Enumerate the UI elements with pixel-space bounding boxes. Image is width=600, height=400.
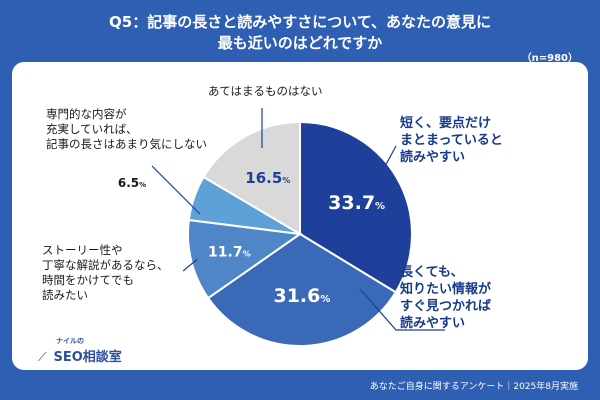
label-slice-1-line-3: 読みやすい <box>400 150 466 165</box>
label-slice-1: 短く、要点だけ まとまっていると 読みやすい <box>400 115 503 166</box>
label-slice-2-line-4: 読みやすい <box>400 316 466 331</box>
label-slice-3-line-3: 時間をかけてでも <box>42 273 134 287</box>
label-slice-2-line-2: 知りたい情報が <box>400 282 492 297</box>
label-slice-4: 専門的な内容が 充実していれば、 記事の長さはあまり気にしない <box>46 107 207 152</box>
pie-slice-3 <box>187 218 303 300</box>
pie-slice-5 <box>202 120 301 236</box>
title-line-2: 最も近いのはどれですか <box>217 34 383 52</box>
value-label-slice-5: 16.5% <box>245 169 290 187</box>
label-slice-4-line-1: 専門的な内容が <box>46 107 127 121</box>
sample-size: （n=980） <box>521 53 578 64</box>
leader-line-slice-2 <box>359 288 445 331</box>
leader-line-slice-1 <box>369 145 397 195</box>
label-slice-3-line-1: ストーリー性や <box>42 243 123 257</box>
label-slice-1-line-1: 短く、要点だけ <box>400 116 492 131</box>
label-slice-5: あてはまるものはない <box>208 84 323 99</box>
logo-small-text: ナイルの <box>56 337 84 345</box>
chart-title: Q5：記事の長さと読みやすさについて、あなたの意見に 最も近いのはどれですか <box>0 12 600 54</box>
label-slice-3-line-4: 読みたい <box>42 288 88 302</box>
label-slice-1-line-2: まとまっていると <box>400 133 503 148</box>
leader-line-slice-4 <box>151 165 201 215</box>
label-slice-2-line-1: 長くても、 <box>400 265 464 280</box>
label-slice-3-line-2: 丁寧な解説があるなら、 <box>42 258 169 272</box>
chart-arrow-icon: ⟋ <box>38 350 47 364</box>
value-label-slice-2: 31.6% <box>273 285 330 307</box>
value-label-slice-4: 6.5% <box>118 176 146 190</box>
value-label-slice-1: 33.7% <box>328 192 385 214</box>
label-slice-2-line-3: すぐ見つかれば <box>400 299 492 314</box>
label-slice-2: 長くても、 知りたい情報が すぐ見つかれば 読みやすい <box>400 264 491 332</box>
survey-source: あなたご自身に関するアンケート｜2025年8月実施 <box>369 382 578 392</box>
brand-logo: ナイルの ⟋ SEO相談室 <box>38 336 122 365</box>
pie-slice-1 <box>299 120 413 294</box>
logo-main-text: SEO相談室 <box>53 350 122 365</box>
value-label-slice-3: 11.7% <box>208 244 251 260</box>
title-line-1: Q5：記事の長さと読みやすさについて、あなたの意見に <box>109 13 491 31</box>
label-slice-4-line-3: 記事の長さはあまり気にしない <box>46 137 207 151</box>
label-slice-4-line-2: 充実していれば、 <box>46 122 138 136</box>
label-slice-3: ストーリー性や 丁寧な解説があるなら、 時間をかけてでも 読みたい <box>42 243 169 303</box>
leader-line-slice-3 <box>182 258 198 272</box>
label-slice-5-line-1: あてはまるものはない <box>208 84 323 98</box>
